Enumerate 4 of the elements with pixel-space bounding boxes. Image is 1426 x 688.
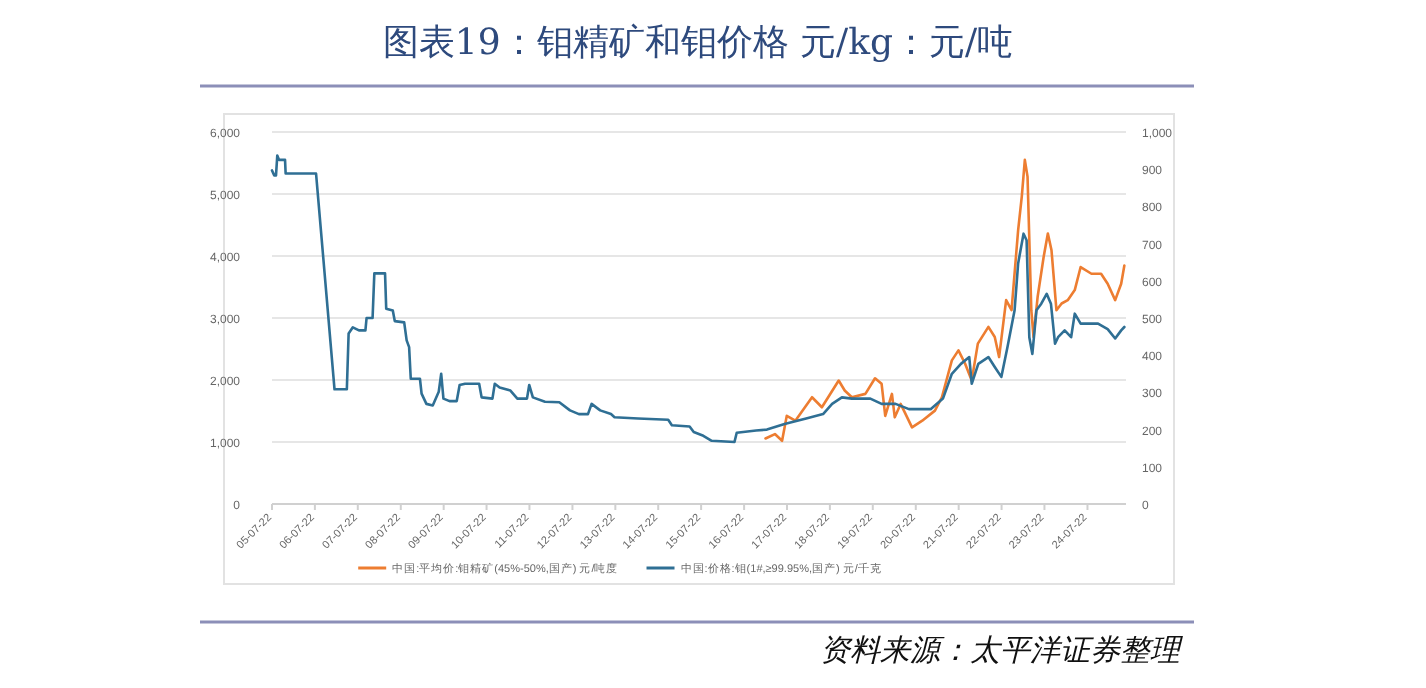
line-series xyxy=(270,154,1126,444)
text: 资料来源：太平洋证券整理 xyxy=(820,632,1184,668)
chart-title: 图表19：钼精矿和钼价格 元/kg：元/吨 xyxy=(382,22,1014,64)
line-series xyxy=(764,158,1126,443)
